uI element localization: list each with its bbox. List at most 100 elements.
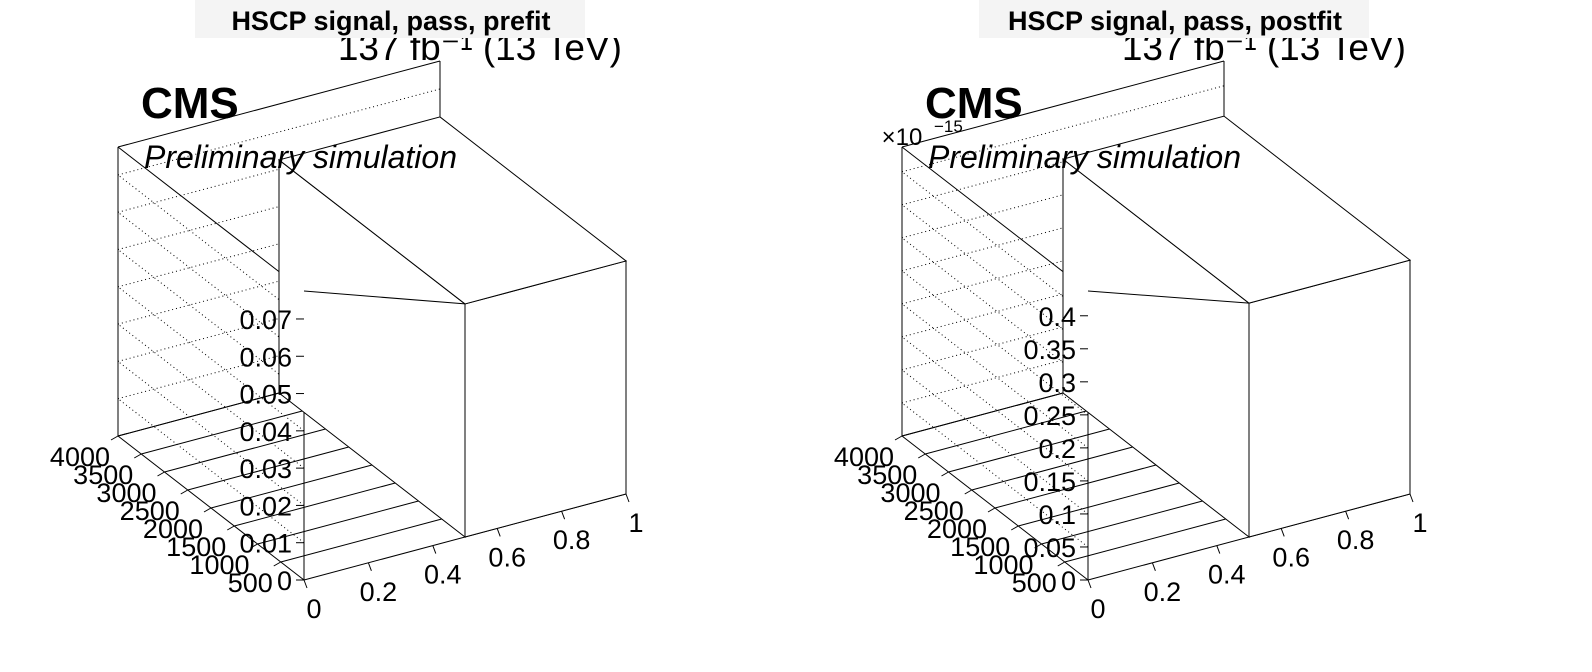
y-tick-label: 1500 (166, 532, 226, 562)
z-tick-label: 0 (1061, 566, 1076, 596)
y-tick-label: 3000 (96, 478, 156, 508)
bar-top-face (1061, 115, 1412, 304)
z-tick-label: 0 (277, 566, 292, 596)
floor-line (1018, 482, 1180, 527)
z-multiplier: ×10 (882, 124, 923, 151)
z-grid-line-yz (901, 303, 1089, 449)
y-tick (250, 543, 258, 549)
y-tick (180, 489, 188, 495)
z-tick-label: 0.1 (1038, 500, 1076, 530)
x-tick-label: 0.2 (360, 577, 398, 607)
lumi-label: 137 fb⁻¹ (13 TeV) (338, 27, 622, 68)
top-back-edge (117, 60, 441, 148)
y-tick-label: 4000 (50, 442, 110, 472)
z-tick-label: 0.04 (239, 417, 292, 447)
title-background (979, 0, 1369, 38)
floor-line (164, 428, 326, 473)
lumi-label: 137 fb⁻¹ (13 TeV) (1122, 27, 1406, 68)
z-grid-line-yz (901, 369, 1089, 515)
z-grid-line-yz (117, 323, 305, 469)
top-left-edge (117, 146, 305, 292)
x-tick-label: 0.4 (1208, 560, 1246, 590)
top-back-edge (901, 60, 1225, 148)
z-grid-line-yz (117, 361, 305, 506)
z-tick-label: 0.15 (1023, 467, 1076, 497)
top-left-edge (901, 146, 1089, 292)
preliminary-label: Preliminary simulation (928, 139, 1241, 175)
x-tick-label: 1 (1412, 508, 1427, 538)
y-tick-label: 1000 (189, 550, 249, 580)
chart-title: HSCP signal, pass, postfit (1008, 6, 1342, 36)
z-tick-label: 0.01 (239, 529, 292, 559)
floor-line (141, 410, 303, 455)
y-tick (1034, 543, 1042, 549)
floor-line (234, 482, 396, 527)
floor-line (187, 446, 349, 491)
z-grid-line-yz (117, 286, 305, 432)
floor-line (280, 518, 442, 563)
z-grid-line-yz (117, 398, 305, 544)
cms-label: CMS (141, 79, 239, 128)
x-tick (496, 528, 501, 537)
x-tick-label: 0.6 (1272, 542, 1310, 572)
z-tick-label: 0.07 (239, 305, 292, 335)
y-tick (110, 435, 119, 441)
y-tick-label: 2000 (143, 514, 203, 544)
z-grid-line-yz (117, 249, 305, 394)
floor-line (1064, 518, 1226, 563)
z-tick-label: 0.35 (1023, 335, 1076, 365)
y-tick (987, 507, 996, 513)
x-tick (303, 579, 308, 589)
z-tick-label: 0.25 (1023, 401, 1076, 431)
y-tick-label: 3000 (880, 478, 940, 508)
z-grid-line-yz (901, 237, 1089, 383)
y-tick-label: 3500 (857, 460, 917, 490)
x-tick-label: 0 (306, 594, 321, 624)
x-tick-label: 0 (1090, 594, 1105, 624)
y-tick (227, 525, 235, 531)
y-tick-label: 4000 (834, 442, 894, 472)
floor-line (1041, 500, 1203, 545)
y-tick-label: 2500 (120, 496, 180, 526)
bar-front-face (1248, 259, 1411, 538)
z-grid-line-yz (901, 336, 1089, 482)
z-tick-label: 0.05 (1023, 533, 1076, 563)
x-tick-label: 0.4 (424, 560, 462, 590)
chart-panel-2: 00.050.10.150.20.250.30.350.450010001500… (834, 0, 1428, 624)
floor-line (210, 464, 373, 509)
z-grid-line-yz (901, 204, 1089, 350)
lego-bar-1 (1061, 115, 1412, 539)
z-grid-line-yz (901, 270, 1089, 416)
z-tick-label: 0.2 (1038, 434, 1076, 464)
title-background (195, 0, 585, 38)
y-tick (894, 435, 903, 441)
y-tick-label: 2000 (927, 514, 987, 544)
lego-bar-1 (277, 116, 628, 539)
z-tick-label: 0.05 (239, 380, 292, 410)
cms-label: CMS (925, 79, 1023, 128)
z-grid-line-yz (117, 211, 305, 357)
z-tick-label: 0.02 (239, 491, 292, 521)
z-multiplier-exponent: −15 (934, 117, 963, 136)
y-tick-label: 1500 (950, 532, 1010, 562)
z-tick-label: 0.4 (1038, 302, 1076, 332)
y-tick (941, 471, 949, 477)
preliminary-label: Preliminary simulation (144, 139, 457, 175)
y-tick-label: 1000 (973, 550, 1033, 580)
x-tick-label: 0.6 (488, 542, 526, 572)
floor-line (948, 428, 1110, 473)
z-tick-label: 0.06 (239, 342, 292, 372)
chart-title: HSCP signal, pass, prefit (231, 6, 550, 36)
z-grid-line-yz (901, 402, 1089, 548)
y-tick-label: 3500 (73, 460, 133, 490)
x-tick-label: 0.8 (1337, 525, 1375, 555)
bar-front-face (464, 260, 627, 538)
y-tick-label: 500 (1012, 568, 1057, 598)
chart-panel-1: 0 0.01 0.02 0.03 0.04 0.05 0.06 0.07 50010001500… (50, 0, 644, 624)
y-tick (918, 453, 926, 459)
x-tick-label: 0.8 (553, 525, 591, 555)
back-wall-diagonal (1087, 290, 1250, 304)
y-tick (203, 507, 212, 513)
z-tick-label: 0.03 (239, 454, 292, 484)
y-tick (1057, 561, 1065, 567)
